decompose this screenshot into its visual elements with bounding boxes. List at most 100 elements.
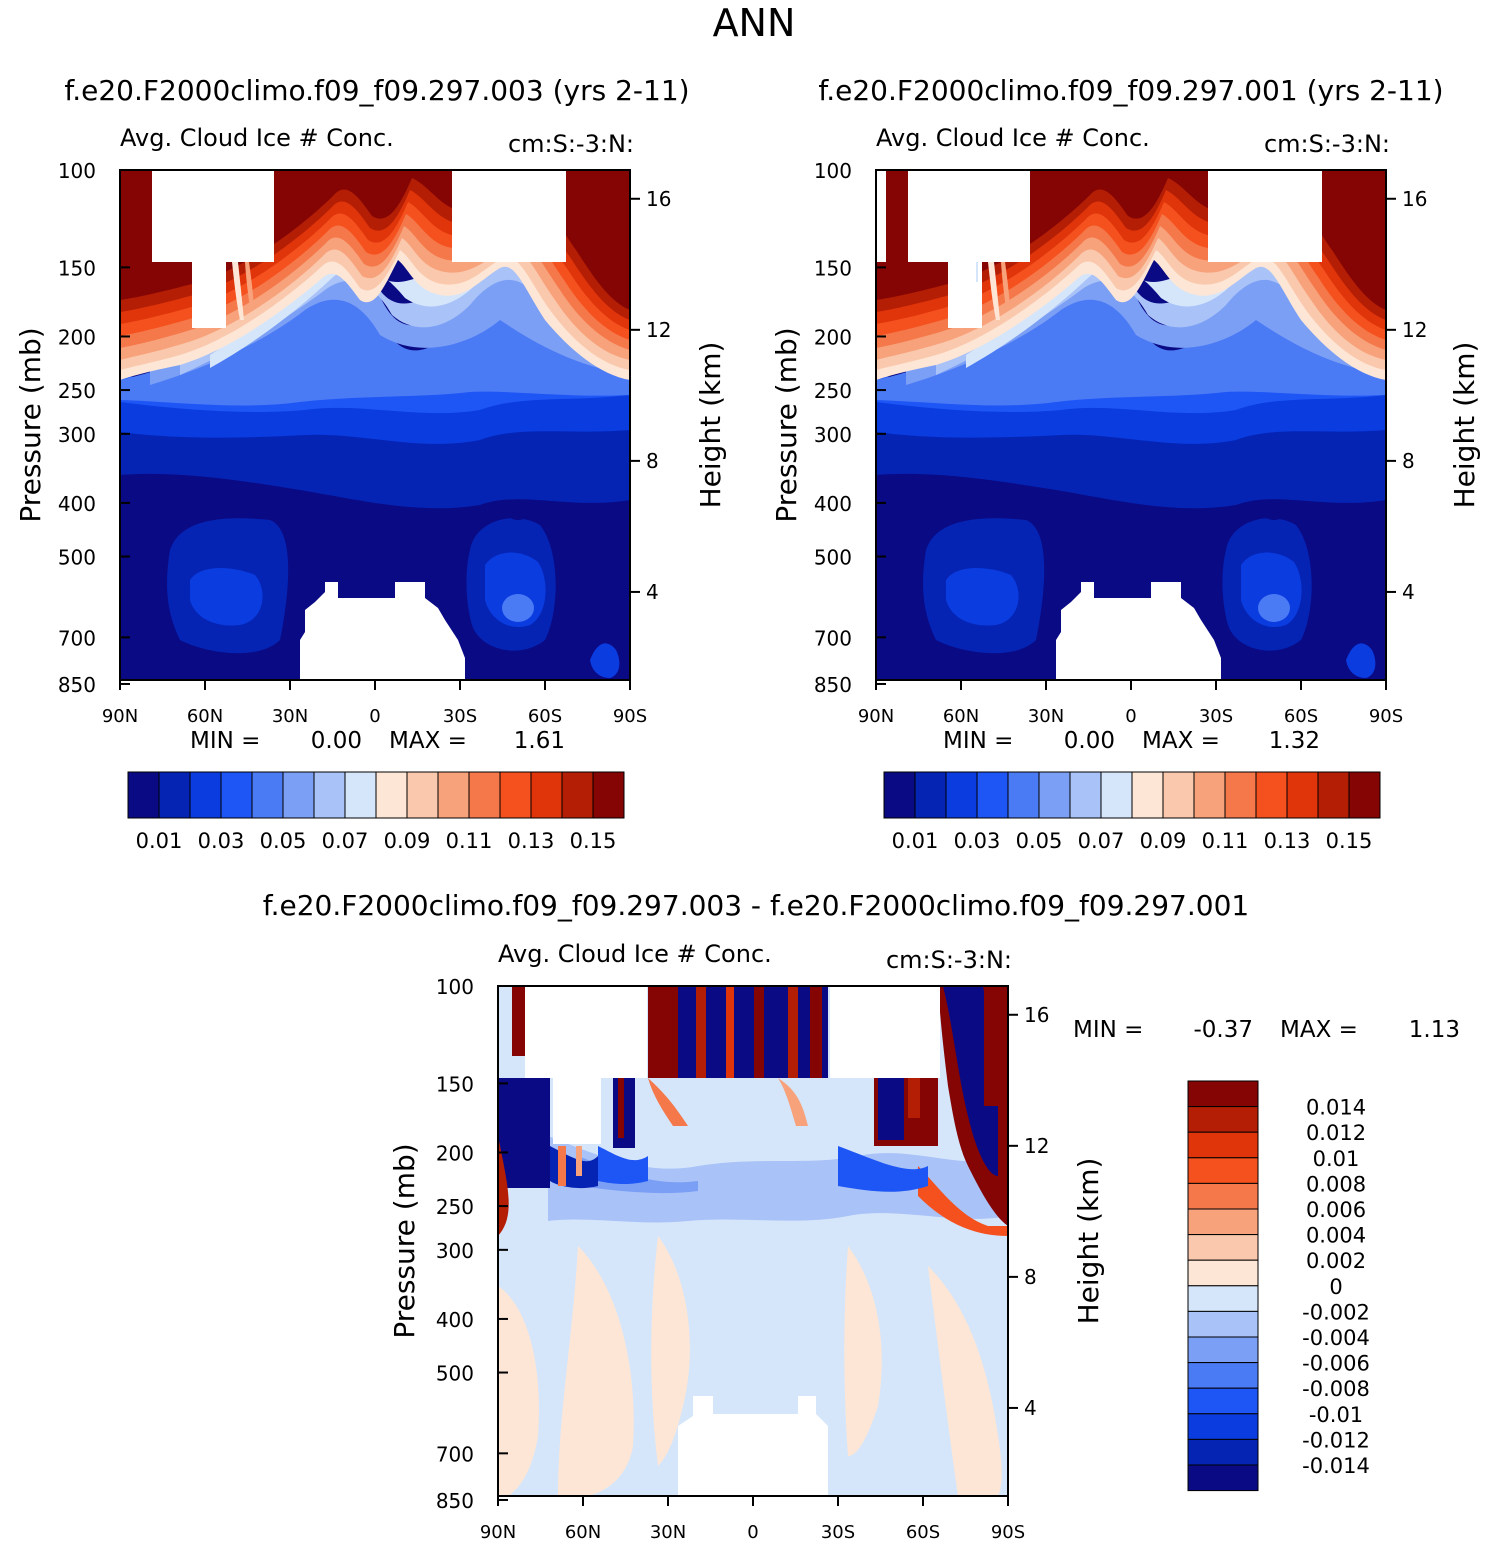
panel-difference-units: cm:S:-3:N:: [886, 946, 1012, 974]
panel-case-max-label: MAX =: [389, 728, 467, 754]
colorbar-label: 0.13: [508, 829, 555, 853]
colorbar-label: 0.01: [892, 829, 939, 853]
field-level-4: [502, 594, 534, 622]
latitude-tick-label: 30N: [272, 706, 308, 727]
latitude-tick-label: 90N: [858, 706, 894, 727]
colorbar-label: -0.006: [1302, 1352, 1370, 1376]
colorbar-swatch: [1187, 1285, 1259, 1312]
diff-level-dark-red: [984, 986, 1008, 1106]
colorbar-label: 0.05: [260, 829, 307, 853]
colorbar-swatch: [1187, 1336, 1259, 1364]
panel-control-title: f.e20.F2000climo.f09_f09.297.001 (yrs 2-…: [818, 74, 1443, 107]
colorbar-swatch: [1162, 771, 1195, 819]
pressure-tick-label: 250: [814, 379, 852, 403]
diff-level-dark-blue: [498, 1078, 550, 1188]
diff-level-dark-red: [648, 986, 678, 1078]
height-tick-label: 16: [1402, 187, 1427, 211]
colorbar-label: 0.006: [1306, 1198, 1366, 1222]
height-tick-label: 8: [646, 449, 659, 473]
pressure-tick-label: 850: [436, 1489, 474, 1513]
colorbar-swatch: [1187, 1106, 1259, 1133]
panel-control-variable: Avg. Cloud Ice # Conc.: [876, 124, 1150, 152]
field-level-10: [245, 262, 254, 308]
diff-level-dark-red: [810, 986, 822, 1078]
diff-level-dark-red: [498, 1136, 509, 1236]
panel-difference-max-label: MAX =: [1280, 1017, 1358, 1043]
colorbar-label: 0.008: [1306, 1172, 1366, 1196]
missing-data: [300, 582, 465, 680]
colorbar-label: -0.008: [1302, 1377, 1370, 1401]
pressure-tick-label: 250: [58, 379, 96, 403]
field-level-0: [508, 508, 528, 520]
pressure-tick-label: 100: [436, 975, 474, 999]
colorbar-swatch: [1187, 1157, 1259, 1184]
colorbar-swatch: [499, 771, 532, 819]
diff-level-red: [558, 1146, 566, 1186]
colorbar-swatch: [883, 771, 916, 819]
diff-level-dark-red: [512, 986, 526, 1056]
colorbar-swatch: [1193, 771, 1226, 819]
panel-control-height-axis: 16 12 8 4: [1386, 187, 1427, 604]
panel-control-max-value: 1.32: [1269, 728, 1320, 754]
diff-level-red: [576, 1146, 582, 1176]
missing-data: [525, 986, 647, 1078]
latitude-tick-label: 90N: [102, 706, 138, 727]
pressure-tick-label: 300: [814, 423, 852, 447]
colorbar-swatch: [1131, 771, 1164, 819]
diff-level-red: [648, 1078, 688, 1126]
colorbar-swatch: [1187, 1362, 1259, 1389]
colorbar-swatch: [282, 771, 315, 819]
latitude-tick-label: 0: [369, 706, 380, 727]
field-level-4: [1258, 594, 1290, 622]
colorbar-label: 0.15: [1326, 829, 1373, 853]
field-level-2: [590, 643, 620, 678]
colorbar-label: 0.014: [1306, 1096, 1366, 1120]
colorbar-label: 0.012: [1306, 1121, 1366, 1145]
latitude-tick-label: 30S: [443, 706, 477, 727]
pressure-tick-label: 700: [436, 1442, 474, 1466]
diff-level-dark-red: [696, 986, 706, 1078]
missing-data: [452, 170, 566, 262]
pressure-tick-label: 400: [814, 492, 852, 516]
panel-control: f.e20.F2000climo.f09_f09.297.001 (yrs 2-…: [770, 74, 1481, 853]
latitude-tick-label: 60S: [528, 706, 562, 727]
colorbar-label: -0.004: [1302, 1326, 1370, 1350]
colorbar-swatch: [1348, 771, 1381, 819]
pressure-tick-label: 100: [814, 159, 852, 183]
colorbar-label: 0.03: [954, 829, 1001, 853]
colorbar-label: -0.012: [1302, 1428, 1370, 1452]
colorbar-swatch: [313, 771, 346, 819]
panel-control-min-value: 0.00: [1064, 728, 1115, 754]
panel-case: f.e20.F2000climo.f09_f09.297.003 (yrs 2-…: [14, 74, 727, 853]
pressure-tick-label: 250: [436, 1195, 474, 1219]
latitude-tick-label: 30S: [1199, 706, 1233, 727]
pressure-tick-label: 400: [58, 492, 96, 516]
pressure-tick-label: 150: [436, 1072, 474, 1096]
latitude-tick-label: 90S: [991, 1522, 1025, 1543]
panel-difference-variable: Avg. Cloud Ice # Conc.: [498, 940, 772, 968]
colorbar-label: 0.01: [1313, 1147, 1360, 1171]
panel-control-ylabel: Pressure (mb): [770, 327, 803, 522]
pressure-tick-label: 300: [436, 1239, 474, 1263]
panel-difference-ylabel: Pressure (mb): [388, 1143, 421, 1338]
panel-case-variable: Avg. Cloud Ice # Conc.: [120, 124, 394, 152]
colorbar-swatch: [375, 771, 408, 819]
colorbar-label: -0.01: [1309, 1403, 1363, 1427]
panel-control-max-label: MAX =: [1142, 728, 1220, 754]
colorbar-swatch: [1187, 1413, 1259, 1440]
colorbar-swatch: [468, 771, 501, 819]
height-tick-label: 8: [1024, 1265, 1037, 1289]
colorbar-swatch: [1100, 771, 1133, 819]
panel-case-ylabel-right: Height (km): [694, 342, 727, 509]
panel-control-field: [876, 170, 1386, 680]
latitude-tick-label: 0: [747, 1522, 758, 1543]
colorbar-swatch: [1187, 1464, 1259, 1492]
missing-data: [1208, 170, 1322, 262]
latitude-tick-label: 0: [1125, 706, 1136, 727]
diff-level-light-red: [844, 1246, 882, 1456]
panel-case-colorbar: 0.01 0.03 0.05 0.07 0.09 0.11 0.13 0.15: [127, 771, 625, 853]
height-tick-label: 12: [646, 318, 671, 342]
field-level-8: [988, 262, 1000, 320]
field-level-15: [892, 170, 906, 262]
